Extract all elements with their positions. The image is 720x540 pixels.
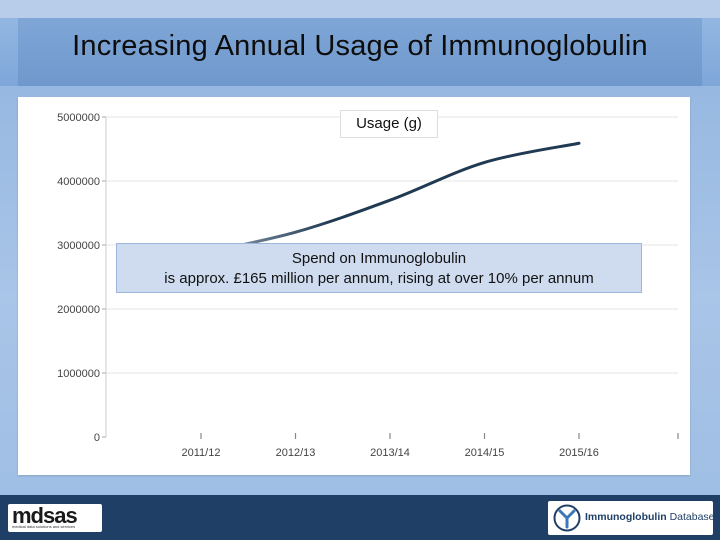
slide-title: Increasing Annual Usage of Immunoglobuli… bbox=[72, 30, 648, 62]
mdsas-logo-tagline: medical data solutions and services bbox=[12, 524, 76, 529]
x-tick-label: 2014/15 bbox=[465, 447, 505, 459]
immunoglobulin-database-logo-text: Immunoglobulin Database bbox=[585, 511, 715, 523]
y-tick-label: 1000000 bbox=[57, 368, 100, 380]
mdsas-logo: mdsas medical data solutions and service… bbox=[8, 503, 102, 532]
x-tick-label: 2012/13 bbox=[276, 447, 316, 459]
x-tick-label: 2011/12 bbox=[182, 447, 221, 459]
usage-series-line bbox=[199, 141, 581, 255]
immunoglobulin-database-logo: Immunoglobulin Database bbox=[548, 501, 715, 535]
callout-line-1: Spend on Immunoglobulin bbox=[291, 250, 467, 267]
y-tick-label: 4000000 bbox=[57, 176, 100, 188]
antibody-icon bbox=[553, 504, 581, 532]
x-tick-label: 2015/16 bbox=[559, 447, 599, 459]
x-tick-label: 2013/14 bbox=[370, 447, 410, 459]
y-tick-label: 2000000 bbox=[57, 304, 100, 316]
y-tick-label: 5000000 bbox=[57, 112, 100, 124]
title-band-inner bbox=[18, 18, 702, 86]
title-band bbox=[0, 0, 720, 86]
spend-callout: Spend on Immunoglobulin is approx. £165 … bbox=[116, 243, 642, 293]
chart-panel: 0 1000000 2000000 3000000 4000000 5000000 2011… bbox=[18, 97, 690, 475]
mdsas-logo-word: mdsas bbox=[12, 503, 78, 528]
chart-title: Usage (g) bbox=[340, 110, 438, 138]
y-tick-label: 0 bbox=[94, 432, 100, 444]
footer-bar: mdsas medical data solutions and service… bbox=[0, 495, 720, 540]
y-tick-label: 3000000 bbox=[57, 240, 100, 252]
callout-line-2: is approx. £165 million per annum, risin… bbox=[164, 270, 594, 287]
